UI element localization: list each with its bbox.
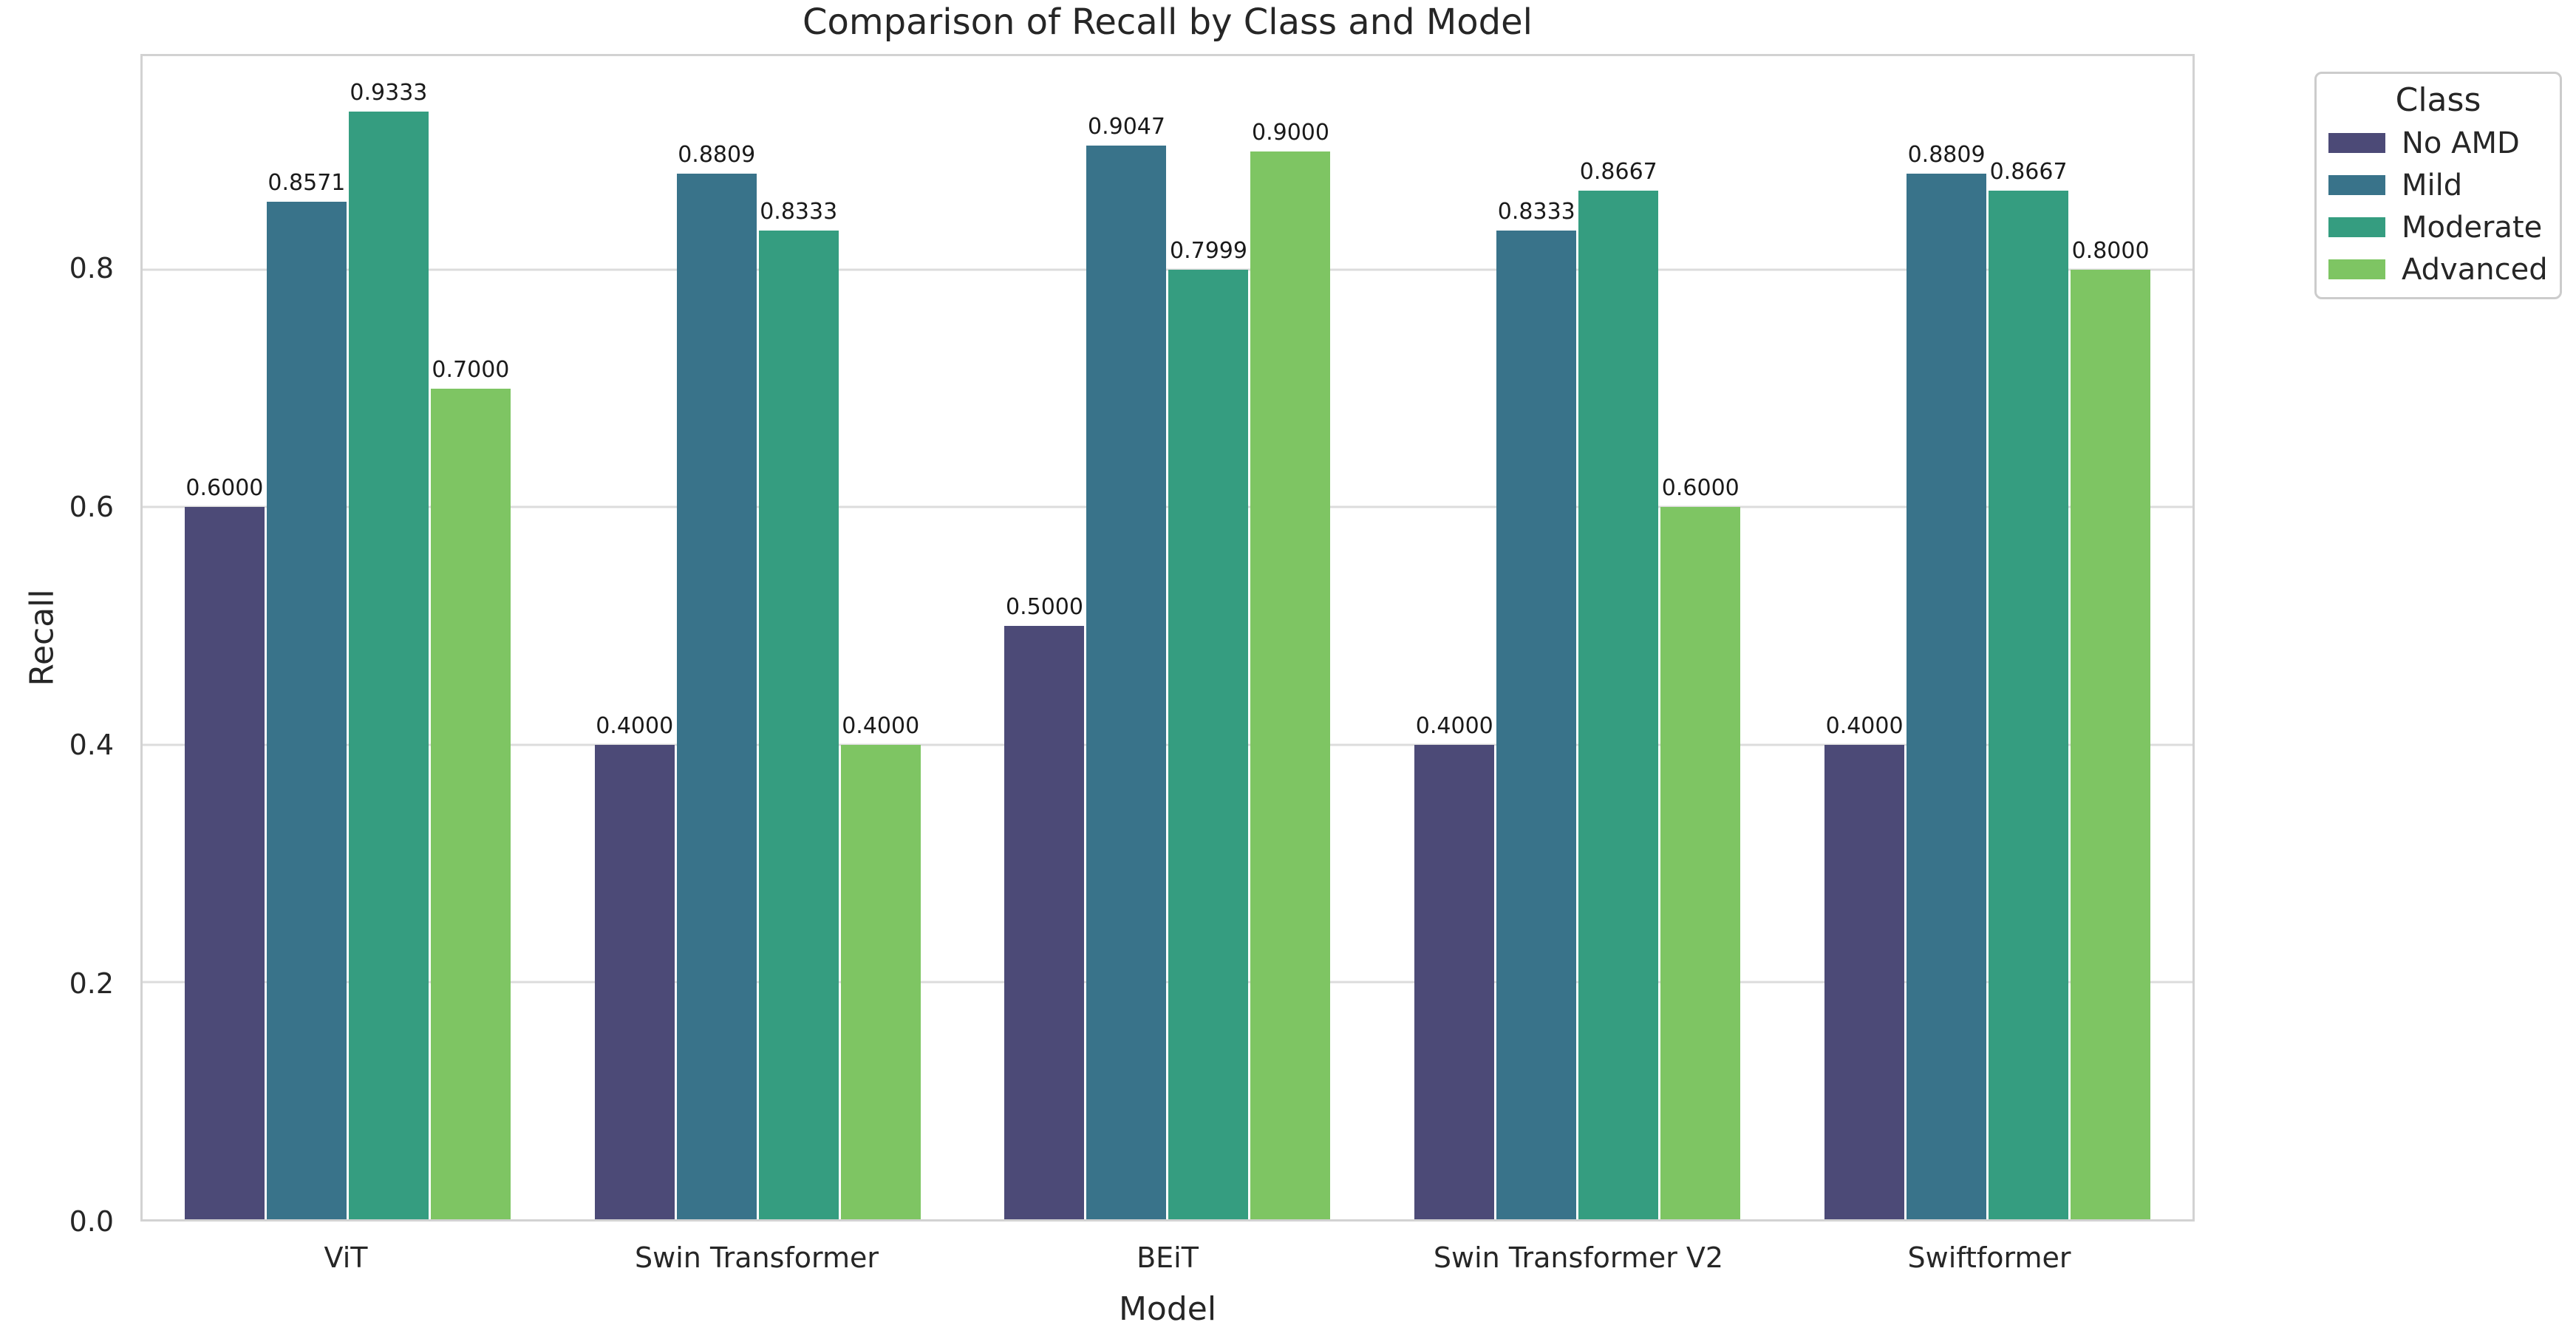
bar-advanced: 0.8000: [2071, 238, 2151, 1219]
bar-value-label: 0.4000: [842, 712, 920, 739]
bar-value-label: 0.8667: [1989, 158, 2068, 185]
bar-value-label: 0.8333: [1497, 198, 1575, 225]
bar-no-amd: 0.4000: [594, 713, 675, 1219]
x-tick-label-swin-transformer-v2: Swin Transformer V2: [1433, 1241, 1724, 1274]
bar-value-label: 0.9047: [1087, 113, 1165, 140]
y-tick-label: 0.4: [69, 729, 114, 762]
legend-swatch: [2328, 133, 2385, 153]
bar-advanced: 0.9000: [1250, 120, 1331, 1219]
legend-item-mild: Mild: [2328, 164, 2560, 206]
bar-value-label: 0.5000: [1005, 593, 1083, 620]
bar-advanced: 0.6000: [1660, 475, 1741, 1219]
bar-moderate: 0.9333: [348, 80, 429, 1219]
bars-layer: 0.6000 0.8571 0.9333 0.7000 0.4000 0.8809 0.83…: [143, 56, 2192, 1219]
bar-value-label: 0.8333: [760, 198, 838, 225]
legend-item-label: Advanced: [2402, 252, 2548, 287]
bar-value-label: 0.8809: [678, 142, 756, 168]
bar-mild: 0.8571: [266, 170, 347, 1219]
y-tick-label: 0.6: [69, 490, 114, 523]
gridline: [143, 743, 2192, 746]
legend-items: No AMD Mild Moderate Advanced: [2328, 122, 2560, 290]
bar-value-label: 0.4000: [596, 712, 674, 739]
bar-value-label: 0.6000: [1661, 475, 1740, 502]
bar-mild: 0.9047: [1086, 114, 1167, 1219]
bar-value-label: 0.8000: [2071, 238, 2150, 265]
x-tick-label-beit: BEiT: [1137, 1241, 1199, 1274]
bar-value-label: 0.8667: [1579, 158, 1657, 185]
bar-group-swin-transformer: 0.4000 0.8809 0.8333 0.4000: [553, 56, 963, 1219]
legend-item-label: Moderate: [2402, 210, 2543, 245]
bar-value-label: 0.8809: [1907, 142, 1986, 168]
y-tick-label: 0.2: [69, 967, 114, 1000]
bar-value-label: 0.8571: [268, 170, 346, 197]
bar-no-amd: 0.4000: [1414, 713, 1495, 1219]
bar-value-label: 0.7000: [432, 356, 510, 383]
gridline: [143, 505, 2192, 508]
legend-item-label: Mild: [2402, 168, 2463, 202]
legend: Class No AMD Mild Moderate Advanced: [2314, 72, 2562, 299]
bar-moderate: 0.7999: [1168, 238, 1249, 1219]
legend-swatch: [2328, 175, 2385, 195]
bar-group-beit: 0.5000 0.9047 0.7999 0.9000: [963, 56, 1373, 1219]
gridline: [143, 268, 2192, 271]
bar-advanced: 0.7000: [430, 357, 511, 1219]
legend-item-advanced: Advanced: [2328, 248, 2560, 290]
bar-mild: 0.8809: [676, 142, 757, 1219]
bar-no-amd: 0.6000: [184, 475, 265, 1219]
chart-title: Comparison of Recall by Class and Model: [803, 1, 1533, 43]
x-tick-label-vit: ViT: [324, 1241, 368, 1274]
gridline: [143, 981, 2192, 984]
bar-no-amd: 0.5000: [1004, 594, 1085, 1219]
bar-mild: 0.8333: [1496, 199, 1577, 1219]
bar-mild: 0.8809: [1907, 142, 1987, 1219]
bar-value-label: 0.7999: [1169, 238, 1247, 265]
bar-value-label: 0.4000: [1825, 712, 1904, 739]
bar-moderate: 0.8667: [1989, 159, 2069, 1219]
legend-item-label: No AMD: [2402, 126, 2520, 160]
y-axis-tick-labels: 0.0 0.2 0.4 0.6 0.8: [0, 54, 120, 1238]
bar-moderate: 0.8333: [758, 199, 839, 1219]
bar-group-swin-transformer-v2: 0.4000 0.8333 0.8667 0.6000: [1372, 56, 1782, 1219]
bar-value-label: 0.9000: [1251, 119, 1329, 146]
legend-title: Class: [2395, 81, 2481, 119]
bar-value-label: 0.4000: [1415, 712, 1493, 739]
x-tick-label-swiftformer: Swiftformer: [1907, 1241, 2071, 1274]
bar-no-amd: 0.4000: [1824, 713, 1905, 1219]
bar-moderate: 0.8667: [1578, 159, 1659, 1219]
legend-swatch: [2328, 259, 2385, 279]
legend-swatch: [2328, 217, 2385, 237]
legend-item-no-amd: No AMD: [2328, 122, 2560, 164]
bar-group-swiftformer: 0.4000 0.8809 0.8667 0.8000: [1782, 56, 2192, 1219]
plot-area: 0.6000 0.8571 0.9333 0.7000 0.4000 0.8809 0.83…: [140, 54, 2195, 1222]
x-axis-label: Model: [1118, 1290, 1217, 1328]
y-tick-label: 0.0: [69, 1205, 114, 1238]
bar-value-label: 0.9333: [350, 80, 428, 106]
y-tick-label: 0.8: [69, 252, 114, 285]
x-tick-label-swin-transformer: Swin Transformer: [635, 1241, 879, 1274]
bar-group-vit: 0.6000 0.8571 0.9333 0.7000: [143, 56, 553, 1219]
bar-advanced: 0.4000: [840, 713, 921, 1219]
x-axis-tick-labels: ViT Swin Transformer BEiT Swin Transformer …: [140, 1241, 2195, 1278]
legend-item-moderate: Moderate: [2328, 206, 2560, 248]
bar-value-label: 0.6000: [185, 475, 264, 502]
